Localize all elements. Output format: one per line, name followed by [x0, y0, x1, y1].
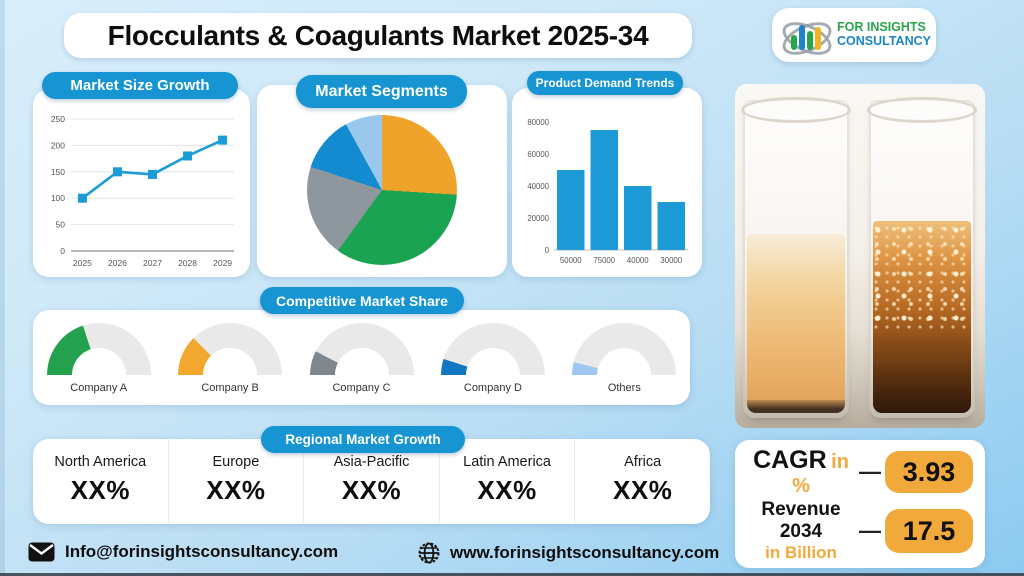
gauge-others: Others	[559, 323, 690, 394]
svg-text:0: 0	[545, 246, 550, 255]
regional-band-card: North America XX% Europe XX% Asia-Pacific XX%…	[33, 439, 710, 524]
region-name: Europe	[212, 454, 260, 470]
market-segments-pie-chart	[307, 115, 457, 265]
region-europe: Europe XX%	[167, 439, 304, 524]
region-africa: Africa XX%	[574, 439, 710, 524]
bottom-edge-strip	[0, 573, 1024, 576]
dash: —	[859, 518, 881, 543]
cagr-label: CAGR in %	[753, 446, 849, 497]
beaker-after	[867, 97, 977, 418]
region-name: Africa	[624, 454, 662, 470]
footer-email[interactable]: Info@forinsightsconsultancy.com	[28, 542, 338, 562]
svg-text:100: 100	[51, 193, 65, 203]
pie-chart-card	[257, 85, 507, 277]
gauge-label: Company B	[201, 382, 259, 394]
page-title-banner: Flocculants & Coagulants Market 2025-34	[64, 13, 692, 58]
region-asia-pacific: Asia-Pacific XX%	[303, 439, 439, 524]
market-size-line-chart: 0 50 100 150 200 250 2025 2026 2027 2028 2029	[51, 114, 234, 268]
gauge-label: Company A	[70, 382, 128, 394]
svg-text:2028: 2028	[178, 258, 197, 268]
region-name: North America	[54, 454, 147, 470]
gauge-label: Company D	[463, 382, 522, 394]
beaker-before	[741, 97, 851, 418]
stats-card: CAGR in % — 3.93 Revenue 2034 in Billion…	[735, 440, 985, 568]
cagr-row: CAGR in % — 3.93	[747, 446, 973, 497]
region-north-america: North America XX%	[33, 439, 168, 524]
company-logo: FOR INSIGHTS CONSULTANCY	[772, 8, 936, 62]
svg-text:80000: 80000	[527, 118, 549, 127]
svg-text:50000: 50000	[560, 256, 582, 265]
footer-website[interactable]: www.forinsightsconsultancy.com	[418, 542, 719, 564]
revenue-row: Revenue 2034 in Billion — 17.5	[747, 499, 973, 562]
svg-text:40000: 40000	[527, 182, 549, 191]
bar-chart-title-pill: Product Demand Trends	[527, 71, 683, 95]
region-name: Asia-Pacific	[333, 454, 410, 470]
svg-text:30000: 30000	[660, 256, 682, 265]
product-demand-bar-chart: 0 20000 40000 60000 80000 50000 75000 40000 3000…	[527, 118, 688, 265]
svg-text:75000: 75000	[593, 256, 615, 265]
left-edge-strip	[0, 0, 5, 576]
region-latin-america: Latin America XX%	[438, 439, 575, 524]
regional-title-pill: Regional Market Growth	[261, 426, 465, 453]
gauge-company-b: Company B	[164, 323, 295, 394]
revenue-value-badge: 17.5	[885, 509, 973, 553]
cagr-value-badge: 3.93	[885, 451, 973, 493]
svg-text:60000: 60000	[527, 150, 549, 159]
svg-text:2025: 2025	[73, 258, 92, 268]
svg-text:20000: 20000	[527, 214, 549, 223]
svg-text:50: 50	[56, 220, 66, 230]
svg-text:250: 250	[51, 114, 65, 124]
gauge-company-d: Company D	[427, 323, 558, 394]
region-name: Latin America	[463, 454, 551, 470]
region-value: XX%	[70, 475, 130, 505]
bar-chart-card: 0 20000 40000 60000 80000 50000 75000 40000 3000…	[512, 88, 702, 277]
gauge-label: Others	[607, 382, 641, 394]
svg-text:0: 0	[60, 246, 65, 256]
svg-text:150: 150	[51, 167, 65, 177]
pie-chart-title-pill: Market Segments	[296, 75, 467, 108]
regional-growth-columns: North America XX% Europe XX% Asia-Pacific XX%…	[33, 439, 710, 524]
gauge-section-title-pill: Competitive Market Share	[260, 287, 464, 314]
svg-text:2026: 2026	[108, 258, 127, 268]
logo-bars-icon	[777, 12, 837, 62]
svg-text:2029: 2029	[213, 258, 232, 268]
logo-text: FOR INSIGHTS CONSULTANCY	[837, 20, 931, 48]
globe-icon	[418, 542, 440, 564]
region-value: XX%	[341, 475, 402, 505]
svg-text:200: 200	[51, 140, 65, 150]
region-value: XX%	[477, 475, 537, 505]
gauge-band-card: Company A Company B Company C Company D Othe…	[33, 310, 690, 405]
envelope-icon	[28, 542, 55, 562]
svg-text:2027: 2027	[143, 258, 162, 268]
line-chart-card: 0 50 100 150 200 250 2025 2026 2027 2028 2029	[33, 89, 250, 277]
region-value: XX%	[206, 475, 266, 505]
page-title: Flocculants & Coagulants Market 2025-34	[107, 19, 649, 51]
competitive-share-gauges: Company A Company B Company C Company D Othe…	[33, 310, 690, 405]
gauge-company-c: Company C	[296, 323, 427, 394]
revenue-label: Revenue 2034 in Billion	[761, 499, 841, 563]
flocculation-beakers-photo	[735, 84, 985, 428]
svg-text:40000: 40000	[627, 256, 649, 265]
email-text: Info@forinsightsconsultancy.com	[65, 542, 339, 561]
gauge-label: Company C	[332, 382, 391, 394]
website-text: www.forinsightsconsultancy.com	[450, 543, 720, 562]
region-value: XX%	[613, 475, 673, 505]
line-chart-title-pill: Market Size Growth	[42, 72, 238, 99]
gauge-company-a: Company A	[33, 323, 164, 394]
dash: —	[859, 459, 881, 484]
